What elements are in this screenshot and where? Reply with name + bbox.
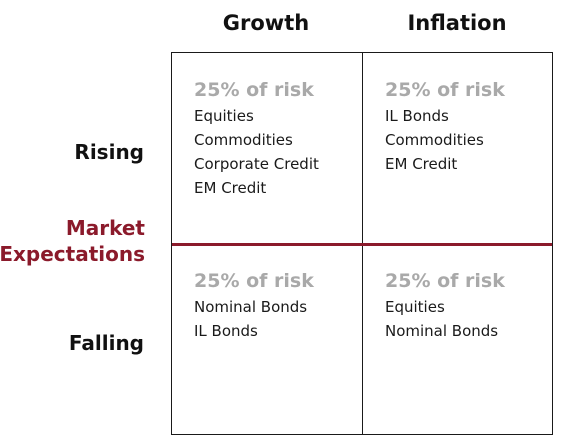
column-header-growth: Growth bbox=[222, 11, 310, 35]
risk-share-label: 25% of risk bbox=[194, 270, 314, 292]
asset-item: Corporate Credit bbox=[194, 155, 319, 173]
risk-share-label: 25% of risk bbox=[385, 270, 505, 292]
axis-label-market-expectations: Market Expectations bbox=[0, 215, 145, 267]
quadrant-rising-growth: 25% of risk Equities Commodities Corpora… bbox=[194, 77, 369, 200]
row-label-rising: Rising bbox=[74, 140, 144, 164]
asset-item: Equities bbox=[385, 298, 445, 316]
asset-item: Equities bbox=[194, 107, 254, 125]
horizontal-divider bbox=[172, 243, 552, 246]
quadrant-grid: 25% of risk Equities Commodities Corpora… bbox=[171, 52, 553, 435]
asset-item: IL Bonds bbox=[194, 322, 258, 340]
asset-item: Commodities bbox=[194, 131, 293, 149]
asset-item: EM Credit bbox=[385, 155, 458, 173]
risk-share-label: 25% of risk bbox=[385, 79, 505, 101]
axis-label-line-2: Expectations bbox=[0, 242, 145, 266]
asset-item: Nominal Bonds bbox=[385, 322, 499, 340]
asset-item: Commodities bbox=[385, 131, 484, 149]
asset-item: Nominal Bonds bbox=[194, 298, 308, 316]
column-header-inflation: Inflation bbox=[407, 11, 507, 35]
quadrant-falling-growth: 25% of risk Nominal Bonds IL Bonds bbox=[194, 268, 369, 343]
row-label-falling: Falling bbox=[68, 331, 144, 355]
axis-label-line-1: Market bbox=[65, 216, 145, 240]
risk-share-label: 25% of risk bbox=[194, 79, 314, 101]
quadrant-falling-inflation: 25% of risk Equities Nominal Bonds bbox=[385, 268, 560, 343]
asset-item: EM Credit bbox=[194, 179, 267, 197]
asset-item: IL Bonds bbox=[385, 107, 449, 125]
quadrant-rising-inflation: 25% of risk IL Bonds Commodities EM Cred… bbox=[385, 77, 560, 176]
